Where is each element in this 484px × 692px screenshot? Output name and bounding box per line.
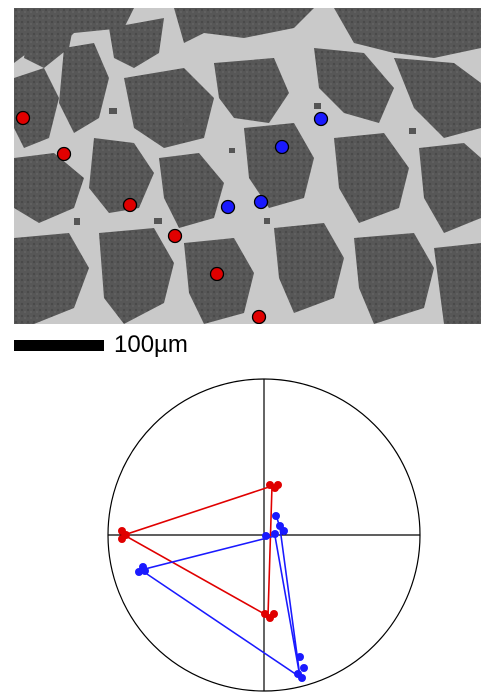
red-pole-cluster [118,481,282,622]
red-point [56,146,72,162]
red-point [122,197,138,213]
scale-bar-label: 100µm [114,331,188,358]
red-point [167,228,183,244]
dark-phase-regions [14,8,481,324]
blue-measurement-points [220,111,329,215]
red-point [209,266,225,282]
blue-point [253,194,269,210]
blue-point [313,111,329,127]
red-triangle [122,484,273,618]
red-measurement-points [15,110,267,324]
blue-triangle-outer [139,535,302,679]
pole-figure [107,378,421,692]
micrograph-image [14,8,481,324]
red-point [15,110,31,126]
blue-point [220,199,236,215]
blue-point [274,139,290,155]
particles [74,103,416,225]
scale-bar [14,340,104,351]
red-point [251,309,267,324]
blue-triangle-edge [276,517,301,678]
blue-pole-cluster [135,512,308,682]
